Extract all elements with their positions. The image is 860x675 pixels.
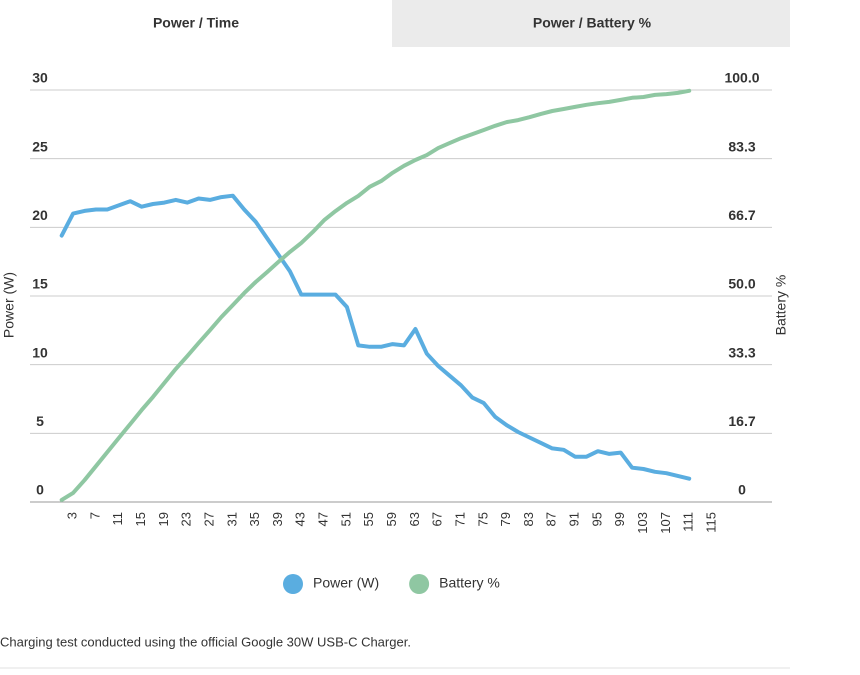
legend-marker xyxy=(409,574,430,594)
series-line xyxy=(59,193,692,481)
tab-active[interactable] xyxy=(0,0,392,47)
y2-tick-label: 66.7 xyxy=(728,207,755,223)
y-tick-label: 20 xyxy=(32,207,48,223)
y2-tick-label: 100.0 xyxy=(724,70,759,86)
y-axis-title: Power (W) xyxy=(1,272,17,338)
legend-label: Power (W) xyxy=(313,575,379,591)
x-tick-label: 27 xyxy=(201,512,216,526)
series-line xyxy=(59,88,692,502)
x-tick-label: 67 xyxy=(430,512,445,526)
y-tick-label: 30 xyxy=(32,70,48,86)
x-tick-label: 83 xyxy=(521,512,536,526)
y-tick-label: 0 xyxy=(36,482,44,498)
x-tick-label: 31 xyxy=(224,512,239,526)
y2-tick-label: 33.3 xyxy=(728,345,755,361)
y2-axis-title: Battery % xyxy=(773,275,789,336)
y-tick-label: 25 xyxy=(32,138,48,154)
x-tick-label: 7 xyxy=(87,512,102,519)
y-tick-label: 10 xyxy=(32,344,48,360)
x-tick-label: 63 xyxy=(407,512,422,526)
y2-tick-label: 50.0 xyxy=(728,276,755,292)
caption: Charging test conducted using the offici… xyxy=(0,634,411,649)
x-tick-label: 71 xyxy=(452,512,467,526)
x-tick-label: 23 xyxy=(179,512,194,526)
x-tick-label: 115 xyxy=(703,512,718,533)
x-tick-label: 59 xyxy=(384,512,399,526)
tab-label[interactable]: Power / Battery % xyxy=(533,15,652,31)
x-tick-label: 19 xyxy=(156,512,171,526)
x-tick-label: 111 xyxy=(681,512,696,532)
x-tick-label: 3 xyxy=(65,512,80,519)
x-tick-label: 43 xyxy=(293,512,308,526)
y2-tick-label: 16.7 xyxy=(728,413,755,429)
legend-label: Battery % xyxy=(439,575,500,591)
x-tick-label: 91 xyxy=(567,512,582,526)
x-tick-label: 95 xyxy=(589,512,604,526)
x-tick-label: 99 xyxy=(612,512,627,526)
x-tick-label: 79 xyxy=(498,512,513,526)
x-tick-label: 107 xyxy=(658,512,673,534)
legend-marker xyxy=(283,574,303,594)
x-tick-label: 87 xyxy=(544,512,559,526)
x-tick-label: 15 xyxy=(133,512,148,526)
x-tick-label: 47 xyxy=(316,512,331,526)
tab-inactive[interactable] xyxy=(392,0,790,47)
y-tick-label: 15 xyxy=(32,276,48,292)
y-tick-label: 5 xyxy=(36,413,44,429)
y2-tick-label: 83.3 xyxy=(728,139,755,155)
x-tick-label: 103 xyxy=(635,512,650,534)
x-tick-label: 51 xyxy=(338,512,353,526)
x-tick-label: 35 xyxy=(247,512,262,526)
x-tick-label: 39 xyxy=(270,512,285,526)
x-tick-label: 11 xyxy=(110,512,125,526)
y2-tick-label: 0 xyxy=(738,482,746,498)
x-tick-label: 55 xyxy=(361,512,376,526)
tab-label[interactable]: Power / Time xyxy=(153,15,239,31)
x-tick-label: 75 xyxy=(475,512,490,526)
